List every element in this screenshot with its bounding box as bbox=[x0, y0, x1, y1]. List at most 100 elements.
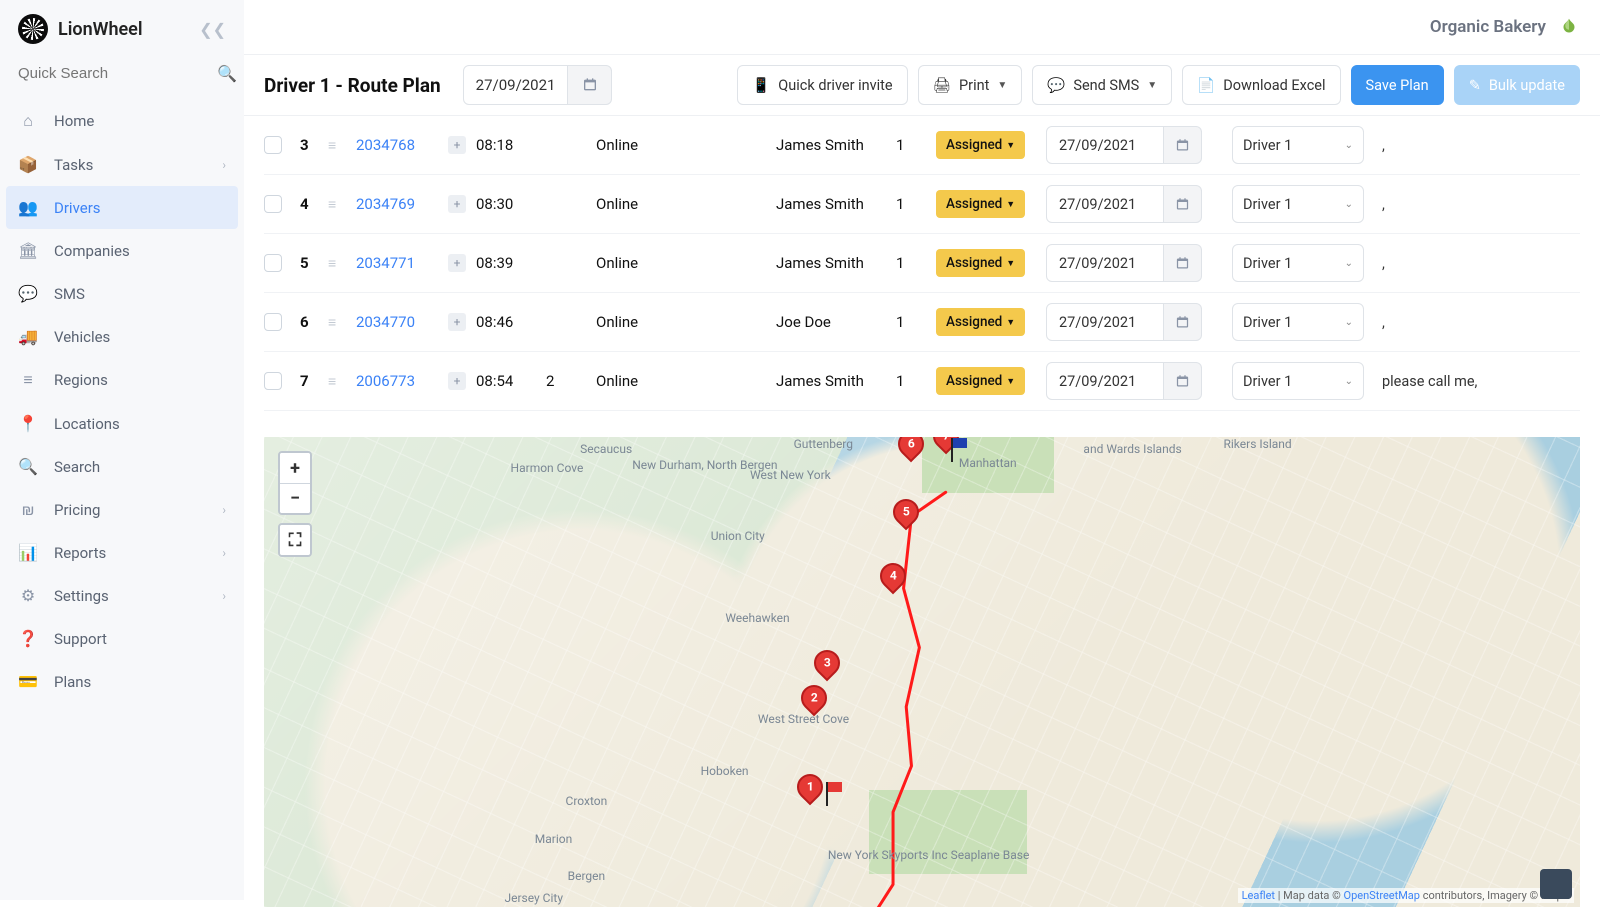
sidebar-item-tasks[interactable]: 📦Tasks› bbox=[0, 143, 244, 186]
bulk-update-button[interactable]: ✎ Bulk update bbox=[1454, 65, 1580, 105]
drag-handle-icon[interactable]: ≡ bbox=[328, 196, 346, 213]
sidebar-item-home[interactable]: ⌂Home bbox=[0, 99, 244, 143]
row-date-input[interactable]: 27/09/2021 bbox=[1046, 362, 1164, 400]
print-button[interactable]: 🖨 Print ▼ bbox=[918, 65, 1023, 105]
table-row: 5≡2034771+08:39OnlineJames Smith1Assigne… bbox=[264, 234, 1580, 293]
task-id-link[interactable]: 2034769 bbox=[356, 195, 415, 213]
quick-driver-invite-button[interactable]: 📱 Quick driver invite bbox=[737, 65, 907, 105]
chevron-down-icon: ⌄ bbox=[1345, 376, 1353, 387]
map-marker-6[interactable]: 6 bbox=[898, 437, 924, 465]
assigned-badge[interactable]: Assigned ▼ bbox=[936, 131, 1025, 159]
download-excel-button[interactable]: 📄 Download Excel bbox=[1182, 65, 1340, 105]
driver-select[interactable]: Driver 1⌄ bbox=[1232, 126, 1364, 164]
sidebar-item-plans[interactable]: 💳Plans bbox=[0, 660, 244, 703]
row-date-picker-button[interactable] bbox=[1164, 244, 1202, 282]
save-plan-button[interactable]: Save Plan bbox=[1351, 65, 1444, 105]
drag-handle-icon[interactable]: ≡ bbox=[328, 373, 346, 390]
row-checkbox[interactable] bbox=[264, 136, 290, 154]
quick-search: 🔍 bbox=[0, 58, 244, 95]
driver-select[interactable]: Driver 1⌄ bbox=[1232, 244, 1364, 282]
sidebar-item-vehicles[interactable]: 🚚 Vehicles bbox=[0, 315, 244, 358]
sidebar-item-label: Drivers bbox=[54, 199, 101, 217]
drag-handle-icon[interactable]: ≡ bbox=[328, 255, 346, 272]
row-checkbox[interactable] bbox=[264, 195, 290, 213]
task-id-link[interactable]: 2034768 bbox=[356, 136, 415, 154]
topbar: Organic Bakery bbox=[244, 0, 1600, 54]
sidebar-item-sms[interactable]: 💬SMS bbox=[0, 272, 244, 315]
toolbar-date-input[interactable]: 27/09/2021 bbox=[463, 65, 569, 105]
chat-icon: 💬 bbox=[1047, 77, 1065, 94]
pricing-icon: ₪ bbox=[18, 500, 38, 519]
row-date-input[interactable]: 27/09/2021 bbox=[1046, 126, 1164, 164]
row-date-input[interactable]: 27/09/2021 bbox=[1046, 303, 1164, 341]
sidebar-item-companies[interactable]: 🏛Companies bbox=[0, 229, 244, 272]
expand-button[interactable]: + bbox=[448, 313, 466, 331]
row-checkbox[interactable] bbox=[264, 313, 290, 331]
org-name: Organic Bakery bbox=[1430, 17, 1546, 37]
map-zoom-in-button[interactable]: + bbox=[280, 453, 310, 483]
map-marker-4[interactable]: 4 bbox=[880, 563, 906, 597]
toolbar: Driver 1 - Route Plan 27/09/2021 📱 Quick… bbox=[244, 54, 1600, 116]
leaflet-link[interactable]: Leaflet bbox=[1242, 889, 1275, 902]
map-marker-1[interactable]: 1 bbox=[797, 774, 823, 808]
map-fullscreen-button[interactable]: ⛶ bbox=[280, 525, 310, 555]
row-date-picker-button[interactable] bbox=[1164, 126, 1202, 164]
driver-select[interactable]: Driver 1⌄ bbox=[1232, 362, 1364, 400]
map-marker-3[interactable]: 3 bbox=[814, 650, 840, 684]
toolbar-date-picker-button[interactable] bbox=[568, 65, 612, 105]
sidebar-item-pricing[interactable]: ₪Pricing› bbox=[0, 488, 244, 531]
osm-link[interactable]: OpenStreetMap bbox=[1344, 889, 1420, 902]
sidebar-item-label: Vehicles bbox=[54, 328, 110, 346]
task-note: , bbox=[1374, 314, 1580, 331]
search-icon[interactable]: 🔍 bbox=[217, 64, 237, 83]
home-icon: ⌂ bbox=[18, 111, 38, 131]
sidebar-item-reports[interactable]: 📊Reports› bbox=[0, 531, 244, 574]
row-date-input[interactable]: 27/09/2021 bbox=[1046, 185, 1164, 223]
sidebar-item-regions[interactable]: ≡Regions bbox=[0, 358, 244, 402]
expand-button[interactable]: + bbox=[448, 254, 466, 272]
sidebar-collapse-button[interactable]: ❮❮ bbox=[199, 20, 226, 39]
row-number: 3 bbox=[300, 136, 318, 154]
quick-search-input[interactable] bbox=[18, 65, 217, 82]
sidebar-item-settings[interactable]: ⚙Settings› bbox=[0, 574, 244, 617]
chat-widget-icon[interactable] bbox=[1540, 869, 1572, 899]
expand-button[interactable]: + bbox=[448, 195, 466, 213]
map-marker-2[interactable]: 2 bbox=[801, 685, 827, 719]
sidebar-item-support[interactable]: ❓Support bbox=[0, 617, 244, 660]
task-id: 2034769 bbox=[356, 195, 438, 213]
task-id-link[interactable]: 2034771 bbox=[356, 254, 415, 272]
assigned-badge[interactable]: Assigned ▼ bbox=[936, 308, 1025, 336]
driver-select[interactable]: Driver 1⌄ bbox=[1232, 185, 1364, 223]
plans-icon: 💳 bbox=[18, 672, 38, 691]
map-marker-5[interactable]: 5 bbox=[893, 499, 919, 533]
row-date-picker-button[interactable] bbox=[1164, 362, 1202, 400]
chevron-down-icon: ▼ bbox=[997, 80, 1007, 91]
sidebar-item-search[interactable]: 🔍Search bbox=[0, 445, 244, 488]
sidebar-item-drivers[interactable]: 👥Drivers bbox=[6, 186, 238, 229]
row-number: 5 bbox=[300, 254, 318, 272]
expand-button[interactable]: + bbox=[448, 136, 466, 154]
chevron-down-icon: ▼ bbox=[1147, 80, 1157, 91]
row-date-input[interactable]: 27/09/2021 bbox=[1046, 244, 1164, 282]
assigned-badge[interactable]: Assigned ▼ bbox=[936, 367, 1025, 395]
row-checkbox[interactable] bbox=[264, 372, 290, 390]
row-date-picker-button[interactable] bbox=[1164, 185, 1202, 223]
map[interactable]: + − ⛶ Leaflet | Map data © OpenStreetMap… bbox=[264, 437, 1580, 907]
regions-icon: ≡ bbox=[18, 370, 38, 390]
task-id-link[interactable]: 2034770 bbox=[356, 313, 415, 331]
assigned-badge[interactable]: Assigned ▼ bbox=[936, 190, 1025, 218]
expand-button[interactable]: + bbox=[448, 372, 466, 390]
vehicles-icon: 🚚 bbox=[18, 327, 38, 346]
assigned-badge[interactable]: Assigned ▼ bbox=[936, 249, 1025, 277]
task-id-link[interactable]: 2006773 bbox=[356, 372, 415, 390]
row-checkbox[interactable] bbox=[264, 254, 290, 272]
chevron-right-icon: › bbox=[222, 546, 226, 560]
map-zoom-out-button[interactable]: − bbox=[280, 483, 310, 513]
send-sms-button[interactable]: 💬 Send SMS ▼ bbox=[1032, 65, 1172, 105]
org-logo-icon bbox=[1558, 16, 1580, 38]
driver-select[interactable]: Driver 1⌄ bbox=[1232, 303, 1364, 341]
drag-handle-icon[interactable]: ≡ bbox=[328, 314, 346, 331]
row-date-picker-button[interactable] bbox=[1164, 303, 1202, 341]
sidebar-item-locations[interactable]: 📍Locations bbox=[0, 402, 244, 445]
drag-handle-icon[interactable]: ≡ bbox=[328, 137, 346, 154]
